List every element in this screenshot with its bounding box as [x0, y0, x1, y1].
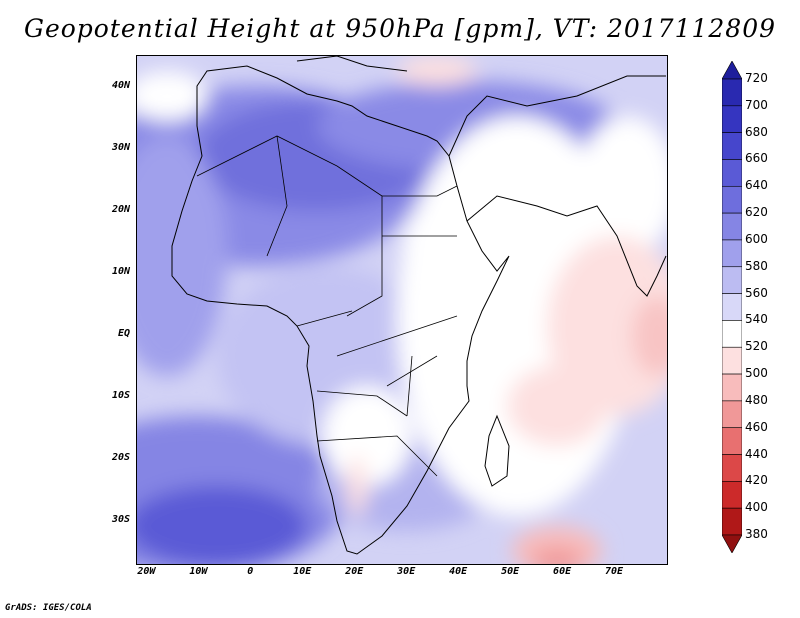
asia-coastline — [448, 75, 666, 157]
colorbar-swatch — [722, 132, 742, 160]
europe-coastline — [296, 56, 408, 72]
lat-label: 20N — [111, 203, 130, 215]
lon-label: 50E — [501, 566, 520, 577]
colorbar-swatch — [722, 293, 742, 321]
colorbar-swatch — [722, 159, 742, 187]
lon-label: 10E — [293, 566, 312, 577]
lat-label: 30S — [111, 513, 130, 525]
colorbar — [722, 61, 742, 553]
colorbar-swatch — [722, 320, 742, 348]
lon-label: 70E — [605, 566, 624, 577]
colorbar-swatch — [722, 454, 742, 482]
madagascar-coastline — [484, 414, 510, 487]
colorbar-swatch — [722, 507, 742, 536]
colorbar-label: 420 — [745, 473, 768, 488]
lat-label: 40N — [111, 79, 130, 91]
colorbar-label: 680 — [745, 124, 768, 139]
colorbar-swatch — [722, 481, 742, 509]
colorbar-label: 720 — [745, 71, 768, 85]
colorbar-swatches — [722, 61, 742, 553]
colorbar-label: 400 — [745, 500, 768, 515]
lon-label: 20E — [345, 566, 364, 577]
colorbar-label: 460 — [745, 419, 768, 434]
colorbar-label: 640 — [745, 178, 768, 193]
colorbar-label: 600 — [745, 231, 768, 246]
colorbar-swatch — [722, 346, 742, 375]
colorbar-label: 560 — [745, 285, 768, 300]
colorbar-label: 440 — [745, 446, 768, 461]
lon-label: 10W — [189, 566, 208, 577]
colorbar-swatch — [722, 78, 742, 107]
colorbar-swatch — [722, 212, 742, 241]
lat-label: 30N — [111, 141, 130, 153]
colorbar-bottom-arrow — [722, 534, 742, 553]
arabia-india-coastline — [466, 195, 667, 297]
colorbar-label: 500 — [745, 366, 768, 381]
colorbar-top-arrow — [722, 61, 742, 80]
colorbar-label: 660 — [745, 151, 768, 166]
map-fill — [137, 56, 667, 564]
lat-label: 10S — [111, 389, 130, 401]
lon-label: 60E — [553, 566, 572, 577]
colorbar-swatch — [722, 239, 742, 268]
colorbar-label: 520 — [745, 339, 768, 354]
lat-label: EQ — [117, 327, 130, 339]
colorbar-label: 700 — [745, 97, 768, 112]
credit-text: GrADS: IGES/COLA — [5, 603, 92, 613]
colorbar-label: 620 — [745, 205, 768, 220]
colorbar-swatch — [722, 427, 742, 455]
lat-label: 10N — [111, 265, 130, 277]
colorbar-label: 540 — [745, 312, 768, 327]
lon-label: 30E — [397, 566, 416, 577]
chart-title: Geopotential Height at 950hPa [gpm], VT:… — [23, 14, 777, 43]
colorbar-label: 380 — [745, 527, 768, 541]
lon-label: 0 — [247, 566, 254, 577]
colorbar-swatch — [722, 266, 742, 294]
colorbar-label: 580 — [745, 258, 768, 273]
map-panel — [136, 55, 668, 565]
colorbar-swatch — [722, 185, 742, 214]
africa-coastline — [171, 65, 510, 555]
colorbar-swatch — [722, 400, 742, 429]
colorbar-label: 480 — [745, 392, 768, 407]
colorbar-swatch — [722, 105, 742, 133]
lon-label: 40E — [449, 566, 468, 577]
lon-label: 20W — [137, 566, 156, 577]
lat-label: 20S — [111, 451, 130, 463]
colorbar-swatch — [722, 373, 742, 402]
